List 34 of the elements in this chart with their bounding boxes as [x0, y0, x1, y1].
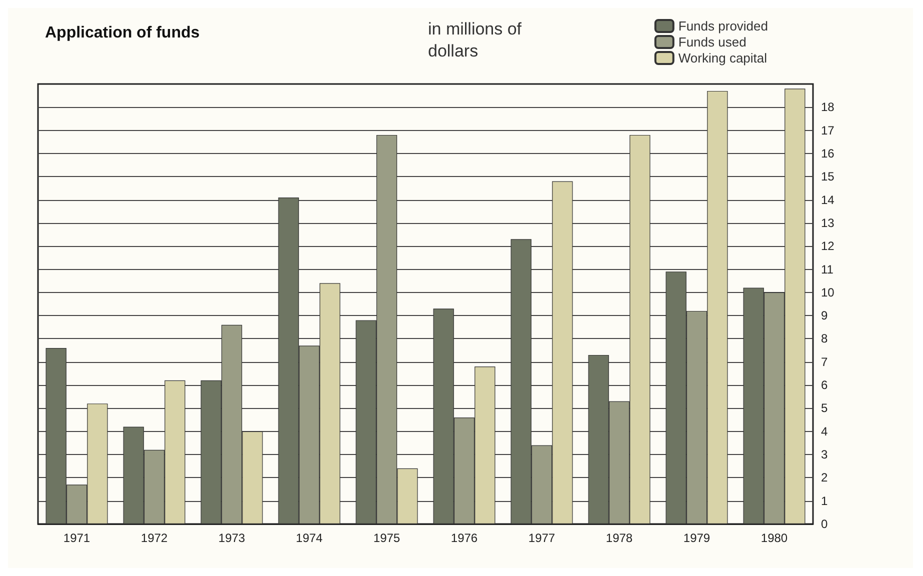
y-tick-label: 8 [821, 332, 828, 346]
x-tick-label: 1971 [63, 531, 90, 545]
legend-label: Funds used [678, 34, 746, 50]
legend-label: Working capital [678, 50, 768, 66]
chart-subtitle: in millions of dollars [428, 20, 526, 60]
legend-label: Funds provided [678, 18, 768, 34]
y-tick-label: 17 [821, 123, 835, 138]
x-tick-label: 1976 [450, 531, 478, 545]
y-tick-label: 15 [821, 170, 835, 184]
y-tick-label: 13 [821, 216, 835, 230]
x-tick-label: 1975 [373, 531, 400, 545]
y-tick-label: 4 [821, 424, 828, 438]
x-tick-label: 1972 [140, 531, 168, 545]
x-tick-label: 1977 [528, 531, 556, 545]
y-tick-label: 9 [821, 308, 828, 323]
y-tick-label: 1 [821, 494, 828, 508]
y-tick-label: 3 [821, 448, 828, 462]
x-tick-label: 1980 [760, 531, 788, 545]
x-tick-label: 1979 [683, 531, 710, 545]
y-tick-label: 7 [821, 354, 828, 369]
y-tick-label: 2 [821, 470, 828, 485]
x-tick-label: 1974 [296, 531, 323, 545]
y-tick-label: 12 [821, 239, 835, 254]
y-tick-label: 5 [821, 401, 828, 416]
y-tick-label: 6 [821, 378, 828, 392]
y-tick-label: 18 [821, 100, 835, 114]
y-tick-label: 16 [821, 146, 835, 160]
y-tick-label: 0 [821, 517, 828, 531]
chart-title: Application of funds [45, 24, 200, 42]
y-tick-label: 10 [821, 285, 835, 300]
x-tick-label: 1978 [606, 531, 633, 545]
y-tick-label: 14 [821, 192, 835, 207]
y-tick-label: 11 [821, 262, 834, 276]
x-tick-label: 1973 [218, 531, 246, 545]
